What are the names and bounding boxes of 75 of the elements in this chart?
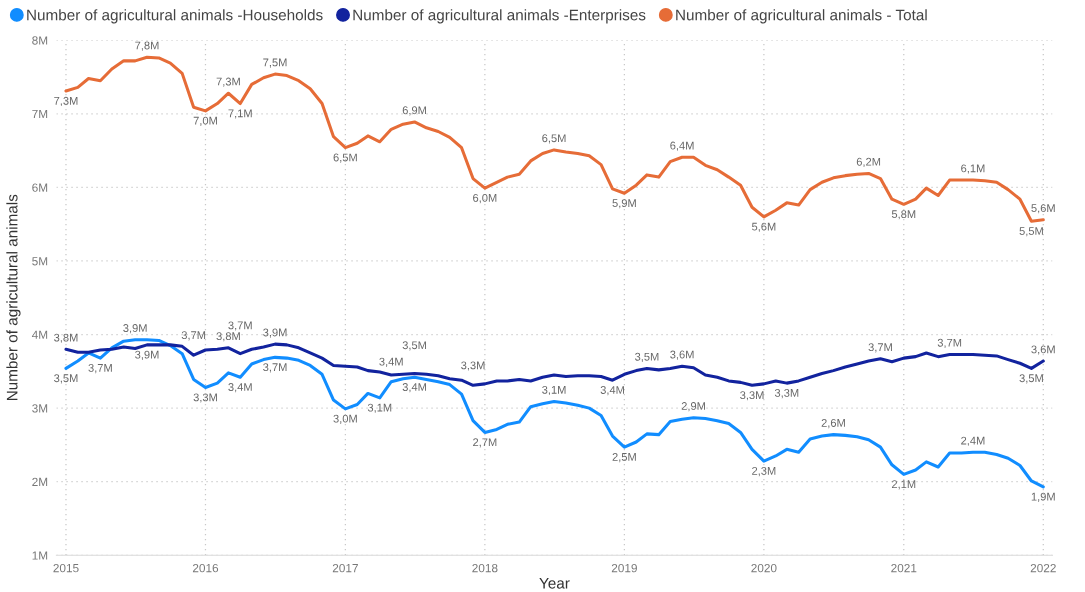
y-tick-label: 2M xyxy=(32,477,48,486)
data-label: 3,4M xyxy=(402,383,426,393)
data-label: 3,8M xyxy=(54,333,78,343)
data-label: 3,4M xyxy=(600,386,624,396)
data-label: 3,3M xyxy=(461,361,485,371)
data-label: 3,6M xyxy=(1031,345,1055,355)
legend-label: Number of agricultural animals -Households xyxy=(27,9,323,24)
data-label: 3,0M xyxy=(333,414,357,424)
x-tick-label: 2016 xyxy=(192,563,219,573)
data-label: 3,7M xyxy=(88,363,112,374)
y-tick-label: 8M xyxy=(32,36,48,45)
y-tick-label: 5M xyxy=(32,257,48,266)
data-label: 7,1M xyxy=(228,109,252,119)
data-label: 3,7M xyxy=(228,321,252,331)
data-label: 7,3M xyxy=(54,96,78,107)
data-label: 7,8M xyxy=(135,41,159,51)
legend-label: Number of agricultural animals - Total xyxy=(676,9,927,24)
x-tick-label: 2015 xyxy=(53,563,79,573)
data-label: 3,5M xyxy=(635,352,659,362)
data-label: 3,3M xyxy=(193,393,217,403)
data-label: 6,9M xyxy=(402,106,426,116)
data-label: 3,3M xyxy=(740,391,764,401)
x-tick-label: 2022 xyxy=(1030,563,1056,573)
data-label: 3,9M xyxy=(123,324,147,334)
data-label: 3,3M xyxy=(774,388,799,399)
x-tick-label: 2019 xyxy=(611,563,637,573)
data-label: 3,6M xyxy=(670,350,694,360)
data-label: 3,7M xyxy=(181,331,206,341)
data-label: 3,7M xyxy=(263,363,287,373)
data-label: 5,6M xyxy=(751,222,776,232)
data-label: 2,3M xyxy=(752,466,776,477)
data-label: 3,8M xyxy=(216,332,240,342)
y-axis-title: Number of agricultural animals xyxy=(6,194,21,401)
data-label: 3,5M xyxy=(1019,374,1043,384)
y-tick-label: 4M xyxy=(31,330,48,339)
data-label: 3,1M xyxy=(542,385,566,396)
x-tick-label: 2021 xyxy=(891,563,917,573)
y-tick-label: 6M xyxy=(32,183,48,192)
data-label: 3,7M xyxy=(937,338,962,348)
x-tick-label: 2017 xyxy=(332,563,358,573)
data-label: 6,5M xyxy=(542,134,566,144)
data-label: 7,0M xyxy=(193,116,217,126)
data-label: 3,9M xyxy=(263,328,287,338)
data-label: 6,1M xyxy=(961,164,985,174)
data-label: 1,9M xyxy=(1031,492,1055,502)
data-label: 3,5M xyxy=(402,341,426,351)
data-label: 7,5M xyxy=(263,58,287,68)
data-label: 3,4M xyxy=(379,357,403,367)
data-label: 2,7M xyxy=(473,438,497,448)
data-label: 5,8M xyxy=(891,210,916,220)
data-label: 2,5M xyxy=(612,452,636,463)
data-label: 3,5M xyxy=(54,374,78,384)
data-label: 5,5M xyxy=(1019,227,1043,237)
y-tick-label: 1M xyxy=(32,551,48,560)
data-label: 3,1M xyxy=(367,403,392,413)
y-tick-label: 7M xyxy=(32,109,48,119)
data-label: 6,2M xyxy=(856,157,881,167)
y-tick-label: 3M xyxy=(32,404,48,413)
legend-label: Number of agricultural animals -Enterprises xyxy=(353,9,646,24)
data-label: 7,3M xyxy=(216,77,240,87)
data-label: 6,5M xyxy=(333,153,357,163)
data-label: 6,0M xyxy=(473,194,497,204)
data-label: 3,7M xyxy=(868,343,892,353)
data-label: 5,6M xyxy=(1031,204,1055,214)
data-label: 2,4M xyxy=(961,436,985,446)
data-label: 2,9M xyxy=(681,402,705,412)
data-label: 2,6M xyxy=(821,419,845,429)
x-tick-label: 2020 xyxy=(751,563,777,573)
x-tick-label: 2018 xyxy=(472,563,498,573)
data-label: 2,1M xyxy=(891,480,916,490)
data-label: 3,4M xyxy=(228,383,252,393)
data-label: 3,9M xyxy=(135,350,159,360)
data-label: 6,4M xyxy=(670,141,694,151)
data-label: 5,9M xyxy=(612,199,636,209)
x-axis-title: Year xyxy=(539,577,570,589)
